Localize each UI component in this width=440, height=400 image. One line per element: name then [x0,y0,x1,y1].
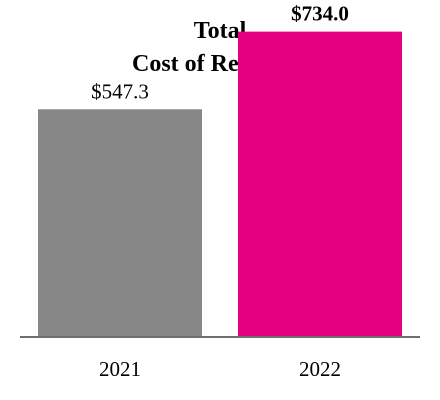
x-tick-label-2022: 2022 [299,357,341,381]
data-labels-layer: $547.3 $734.0 [91,2,349,104]
bar-2022 [238,31,402,338]
x-tick-labels-layer: 2021 2022 [99,357,341,381]
data-label-2021: $547.3 [91,79,149,103]
bar-2021 [38,109,202,337]
data-label-2022: $734.0 [291,2,349,26]
x-tick-label-2021: 2021 [99,357,141,381]
chart-title-line-1: Total [194,18,247,44]
bars-layer [38,31,402,338]
